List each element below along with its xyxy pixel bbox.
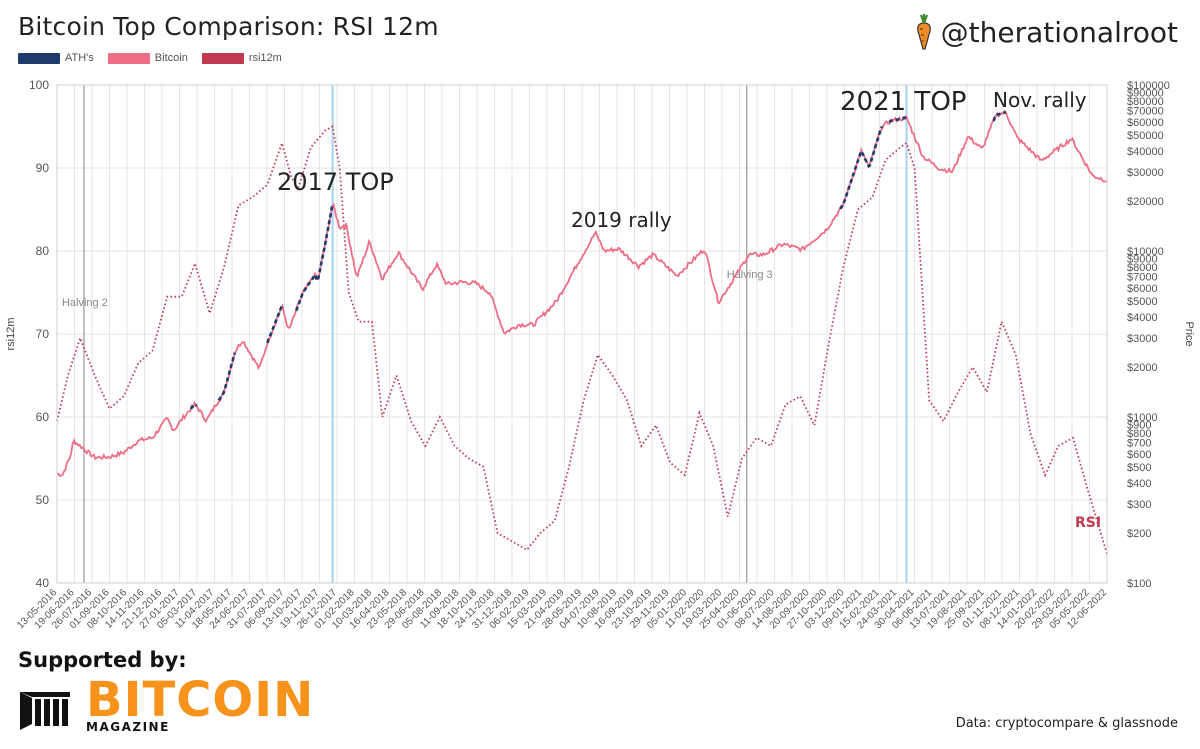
- y2-tick-label: $700: [1127, 438, 1151, 450]
- annotation-2017-top: 2017 TOP: [277, 168, 394, 196]
- y-tick-label: 60: [36, 410, 50, 424]
- y2-tick-label: $30000: [1127, 167, 1164, 179]
- y2-tick-label: $40000: [1127, 146, 1164, 158]
- vertical-markers: Halving 2 Halving 3: [62, 85, 908, 583]
- ath-segment: [294, 205, 334, 312]
- y2-tick-label: $20000: [1127, 196, 1164, 208]
- legend-swatch-ath: [18, 52, 60, 64]
- rsi12m-line: [56, 125, 1108, 555]
- y2-tick-label: $60000: [1127, 117, 1164, 129]
- annotation-rsi: RSI: [1075, 515, 1101, 531]
- handle-text: @therationalroot: [940, 15, 1178, 49]
- y2-tick-label: $2000: [1127, 362, 1158, 374]
- bitcoin-magazine-logo: BITCOIN MAGAZINE: [18, 672, 318, 738]
- y-tick-label: 80: [36, 244, 50, 258]
- y2-tick-label: $6000: [1127, 283, 1158, 295]
- y2-tick-label: $400: [1127, 478, 1151, 490]
- y2-tick-label: $50000: [1127, 130, 1164, 142]
- annotation-nov-rally: Nov. rally: [993, 88, 1087, 112]
- annotation-2021-top: 2021 TOP: [840, 87, 966, 117]
- y2-tick-label: $9000: [1127, 254, 1158, 266]
- y2-tick-label: $10000: [1127, 246, 1164, 258]
- ath-segment: [839, 125, 884, 210]
- axes: 40506070809010013-05-201619-06-201626-07…: [5, 78, 1195, 631]
- legend-item-ath[interactable]: ATH's: [18, 52, 94, 64]
- y-tick-label: 90: [36, 161, 50, 175]
- y2-tick-label: $500: [1127, 462, 1151, 474]
- ath-segment: [888, 116, 907, 124]
- series-ath: [189, 111, 1007, 410]
- y-tick-label: 70: [36, 327, 50, 341]
- y-tick-label: 50: [36, 493, 50, 507]
- legend-swatch-bitcoin: [107, 52, 150, 64]
- halving-label: Halving 3: [727, 269, 773, 281]
- legend-label-bitcoin: Bitcoin: [154, 52, 188, 64]
- legend-swatch-rsi12m: [201, 52, 244, 64]
- y-axis-title: rsi12m: [5, 317, 17, 350]
- grid: [56, 84, 1108, 584]
- logo-subtitle: MAGAZINE: [86, 720, 170, 734]
- carrot-icon: [916, 14, 931, 50]
- series-rsi12m: [56, 125, 1108, 555]
- y2-tick-label: $8000: [1127, 262, 1158, 274]
- y2-tick-label: $7000: [1127, 272, 1158, 284]
- plot-frame: [56, 84, 1108, 584]
- y2-tick-label: $4000: [1127, 312, 1158, 324]
- logo-wordmark: BITCOIN: [86, 672, 315, 728]
- y-tick-label: 40: [36, 576, 50, 590]
- chart-title: Bitcoin Top Comparison: RSI 12m: [18, 12, 439, 41]
- y2-tick-label: $90000: [1127, 88, 1164, 100]
- annotations: 2017 TOP 2019 rally 2021 TOP Nov. rally RSI: [277, 87, 1101, 531]
- y2-tick-label: $800: [1127, 428, 1151, 440]
- supported-by-label: Supported by:: [18, 648, 187, 672]
- y2-tick-label: $900: [1127, 420, 1151, 432]
- legend-item-rsi12m[interactable]: rsi12m: [201, 52, 282, 64]
- bitcoin-price-line: [56, 109, 1107, 477]
- bitcoin-magazine-logo-icon: [20, 692, 70, 730]
- author-handle: @therationalroot: [911, 14, 1178, 50]
- y2-tick-label: $100000: [1127, 80, 1170, 92]
- y-tick-label: 100: [29, 78, 49, 92]
- y2-tick-label: $200: [1127, 528, 1151, 540]
- y2-tick-label: $1000: [1127, 412, 1158, 424]
- halving-label: Halving 2: [62, 297, 108, 309]
- annotation-2019-rally: 2019 rally: [571, 208, 672, 232]
- series-bitcoin: [56, 109, 1107, 477]
- legend-item-bitcoin[interactable]: Bitcoin: [107, 52, 188, 64]
- legend-label-ath: ATH's: [65, 52, 94, 64]
- y2-tick-label: $5000: [1127, 296, 1158, 308]
- y2-tick-label: $80000: [1127, 96, 1164, 108]
- data-source: Data: cryptocompare & glassnode: [955, 716, 1178, 731]
- y2-axis-title: Price: [1183, 321, 1195, 346]
- ath-segment: [992, 111, 1007, 122]
- legend-label-rsi12m: rsi12m: [248, 52, 282, 64]
- y2-tick-label: $70000: [1127, 106, 1164, 118]
- y2-tick-label: $3000: [1127, 333, 1158, 345]
- y2-tick-label: $600: [1127, 449, 1151, 461]
- legend: ATH's Bitcoin rsi12m: [18, 52, 296, 64]
- y2-tick-label: $300: [1127, 499, 1151, 511]
- y2-tick-label: $100: [1127, 578, 1151, 590]
- ath-segment: [189, 402, 198, 410]
